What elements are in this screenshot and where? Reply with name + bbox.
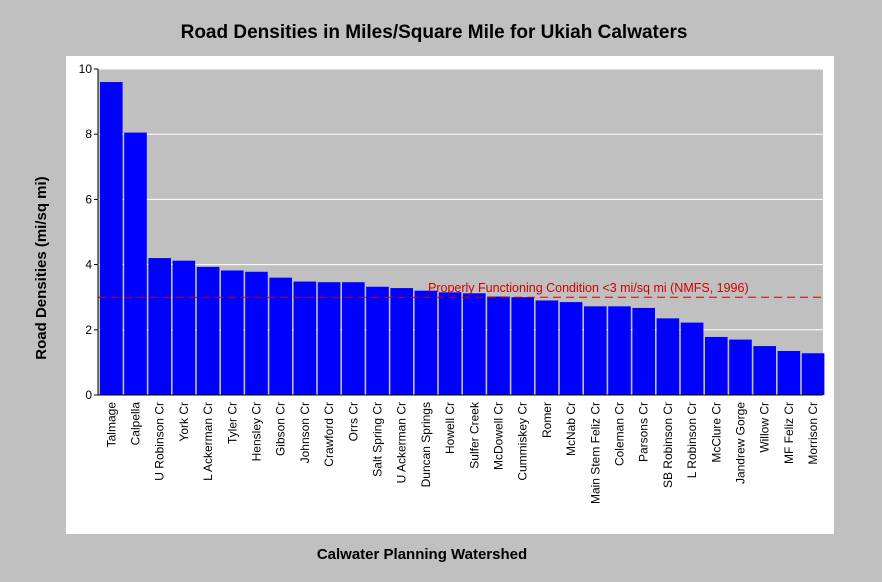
y-tick-labels: 0 2 4 6 8 10 — [79, 62, 98, 402]
category-label: Crawford Cr — [322, 402, 336, 467]
bar — [438, 292, 462, 395]
bar — [777, 350, 801, 395]
bar — [680, 322, 704, 395]
x-axis-label: Calwater Planning Watershed — [317, 546, 527, 563]
category-label: MF Feliz Cr — [782, 402, 796, 464]
bar — [342, 282, 365, 395]
x-category-labels: Talmage Calpella U Robinson Cr York Cr L Ack… — [104, 401, 820, 504]
bar — [511, 297, 534, 395]
bar — [293, 281, 317, 395]
category-label: McClure Cr — [709, 402, 723, 463]
bar — [656, 318, 680, 395]
category-label: Hensley Cr — [250, 402, 264, 461]
bar — [124, 132, 147, 395]
bar — [221, 270, 244, 395]
y-tick-label: 2 — [85, 323, 92, 337]
category-label: Tyler Cr — [225, 402, 239, 444]
bar — [608, 306, 631, 395]
bar — [705, 336, 728, 395]
category-label: U Ackerman Cr — [395, 402, 409, 483]
category-label: McDowell Cr — [492, 402, 506, 470]
bar — [269, 277, 292, 395]
category-label: Talmage — [104, 402, 118, 448]
bars — [100, 82, 825, 395]
bar — [753, 346, 776, 395]
axes — [97, 69, 823, 396]
reference-line-label: Properly Functioning Condition <3 mi/sq … — [428, 281, 749, 295]
y-tick-label: 8 — [85, 127, 92, 141]
category-label: Duncan Springs — [419, 402, 433, 487]
bar — [487, 296, 510, 395]
category-label: Johnson Cr — [298, 402, 312, 463]
category-label: L Robinson Cr — [685, 402, 699, 478]
category-label: Main Stem Feliz Cr — [588, 402, 602, 504]
category-label: McNab Cr — [564, 402, 578, 456]
category-label: Gibson Cr — [274, 402, 288, 456]
bar — [317, 282, 341, 395]
category-label: Romer — [540, 402, 554, 438]
bar — [148, 258, 171, 395]
bar — [390, 288, 413, 395]
category-label: Orrs Cr — [346, 402, 360, 441]
bar — [366, 286, 389, 395]
category-label: L Ackerman Cr — [201, 402, 215, 481]
bar — [632, 307, 655, 395]
category-label: Coleman Cr — [613, 402, 627, 466]
bar — [584, 306, 607, 395]
category-label: York Cr — [177, 402, 191, 442]
reference-line-group: Properly Functioning Condition <3 mi/sq … — [98, 281, 823, 298]
category-label: Calpella — [129, 402, 143, 446]
y-axis-label: Road Densities (mi/sq mi) — [33, 176, 50, 359]
y-tick-label: 0 — [85, 388, 92, 402]
category-label: Sulfer Creek — [467, 401, 481, 469]
bar — [801, 353, 825, 395]
y-tick-label: 6 — [85, 192, 92, 206]
chart-title: Road Densities in Miles/Square Mile for … — [181, 22, 688, 43]
category-label: Morrison Cr — [806, 402, 820, 465]
bar — [245, 271, 268, 395]
bar — [463, 293, 486, 395]
bar — [729, 339, 752, 395]
category-label: Jandrew Gorge — [734, 402, 748, 484]
category-label: Howell Cr — [443, 402, 457, 454]
category-label: U Robinson Cr — [153, 402, 167, 481]
bar — [100, 82, 123, 395]
category-label: Cummiskey Cr — [516, 402, 530, 481]
y-tick-label: 4 — [85, 258, 92, 272]
bar — [559, 302, 583, 395]
y-tick-label: 10 — [79, 62, 93, 76]
bar — [172, 260, 196, 395]
category-label: SB Robinson Cr — [661, 402, 675, 488]
bar — [535, 300, 559, 395]
bar — [414, 290, 438, 395]
bar — [196, 266, 220, 395]
category-label: Salt Spring Cr — [371, 402, 385, 477]
category-label: Willow Cr — [758, 402, 772, 453]
category-label: Parsons Cr — [637, 402, 651, 462]
